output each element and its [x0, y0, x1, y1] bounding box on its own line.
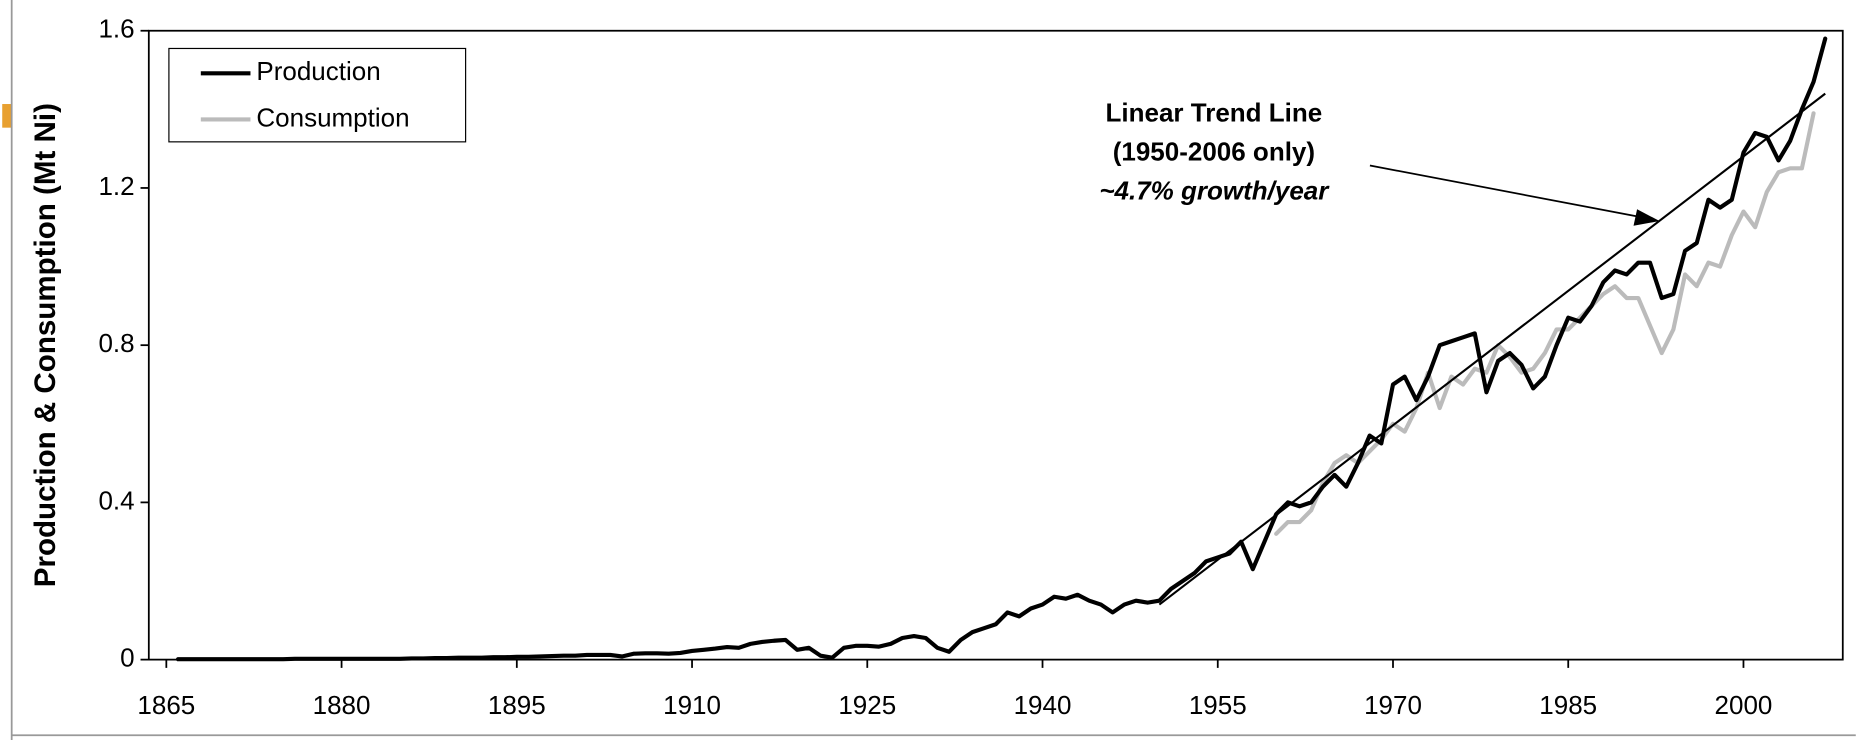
- x-tick-label: 1970: [1364, 690, 1422, 720]
- trend-line: [1158, 92, 1826, 606]
- y-tick-label: 0.8: [98, 328, 134, 358]
- x-tick-label: 1880: [313, 690, 371, 720]
- x-tick-label: 1865: [137, 690, 195, 720]
- x-tick-label: 1910: [663, 690, 721, 720]
- line-series: [1274, 111, 1816, 536]
- legend-label: Production: [256, 56, 380, 86]
- annotation: ~4.7% growth/year: [1099, 176, 1330, 206]
- legend-box: [168, 47, 467, 143]
- annotation-arrowhead: [1633, 209, 1660, 226]
- annotation: (1950-2006 only): [1113, 137, 1315, 167]
- annotation: Linear Trend Line: [1106, 98, 1323, 128]
- edge-accent: [2, 104, 12, 128]
- y-axis-label: Production & Consumption (Mt Ni): [29, 103, 62, 587]
- x-tick-label: 1985: [1539, 690, 1597, 720]
- line-series: [175, 36, 1828, 662]
- x-tick-label: 2000: [1715, 690, 1773, 720]
- annotation-arrow: [1369, 164, 1644, 219]
- x-tick-label: 1940: [1014, 690, 1072, 720]
- x-tick-label: 1925: [838, 690, 896, 720]
- x-tick-label: 1955: [1189, 690, 1247, 720]
- y-tick-label: 0: [120, 642, 134, 672]
- y-tick-label: 1.2: [98, 171, 134, 201]
- legend-label: Consumption: [256, 102, 409, 132]
- x-tick-label: 1895: [488, 690, 546, 720]
- y-tick-label: 1.6: [98, 14, 134, 44]
- y-tick-label: 0.4: [98, 485, 134, 515]
